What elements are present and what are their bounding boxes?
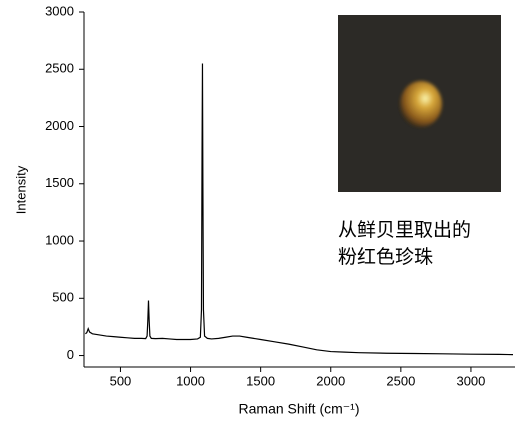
y-axis-label: Intensity	[13, 165, 28, 214]
y-tick-label: 2000	[45, 118, 74, 133]
x-axis-label: Raman Shift (cm⁻¹)	[239, 401, 360, 417]
pearl	[400, 81, 442, 127]
x-tick-label: 2000	[316, 373, 345, 388]
x-tick-label: 2500	[386, 373, 415, 388]
x-tick-label: 1000	[176, 373, 205, 388]
x-tick-label: 500	[110, 373, 132, 388]
x-tick-label: 3000	[456, 373, 485, 388]
annotation: 粉红色珍珠	[338, 246, 433, 268]
y-tick-label: 3000	[45, 3, 74, 18]
annotation: 从鲜贝里取出的	[338, 219, 471, 241]
y-tick-label: 0	[67, 347, 74, 362]
y-tick-label: 500	[52, 290, 74, 305]
y-tick-label: 1000	[45, 232, 74, 247]
y-tick-label: 2500	[45, 61, 74, 76]
spectrum-line	[85, 63, 514, 356]
x-tick-label: 1500	[246, 373, 275, 388]
y-tick-label: 1500	[45, 175, 74, 190]
